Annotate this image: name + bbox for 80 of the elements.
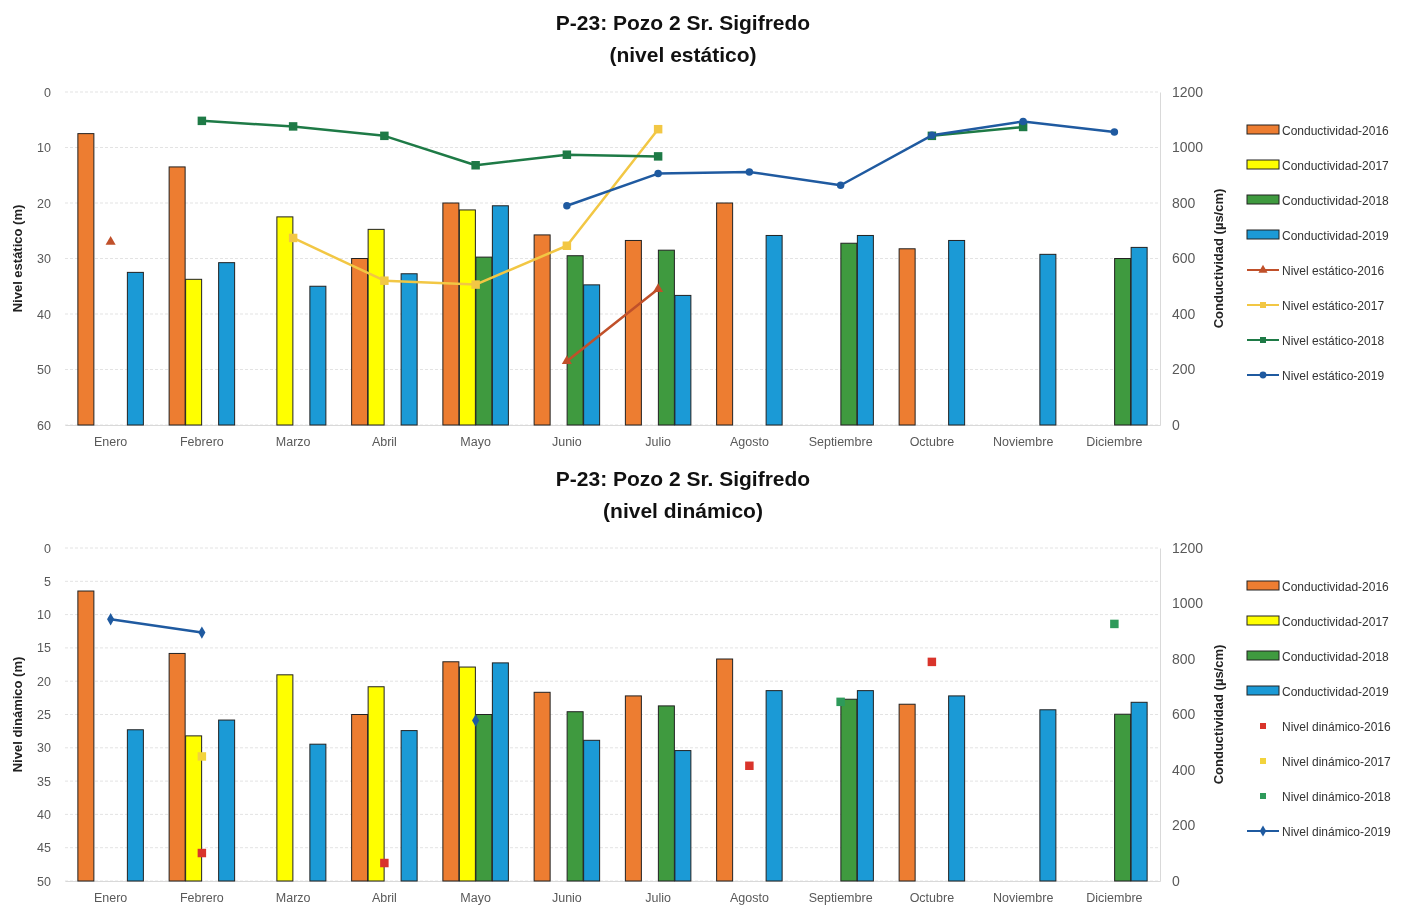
x-tick-label: Febrero [179, 434, 224, 449]
chart-title: P-23: Pozo 2 Sr. Sigifredo [555, 467, 811, 490]
chart-subtitle: (nivel estático) [609, 43, 757, 66]
legend-label: Nivel estático-2017 [1282, 298, 1385, 313]
x-tick-label: Julio [645, 434, 672, 449]
x-tick-label: Septiembre [808, 434, 873, 449]
y2-tick-label: 200 [1172, 361, 1196, 378]
x-tick-label: Mayo [460, 434, 491, 449]
y-tick-label: 60 [37, 418, 52, 433]
y2-tick-label: 800 [1172, 194, 1196, 211]
legend-label: Nivel estático-2016 [1282, 263, 1385, 278]
legend-label: Conductividad-2016 [1282, 123, 1390, 138]
y-axis-title: Nivel dinámico (m) [10, 656, 25, 773]
chart-subtitle: (nivel dinámico) [603, 499, 763, 522]
y-tick-label: 50 [37, 874, 52, 889]
y2-tick-label: 0 [1172, 872, 1180, 889]
x-tick-label: Abril [371, 434, 397, 449]
y-tick-label: 25 [37, 708, 52, 722]
y-tick-label: 20 [37, 674, 52, 689]
y2-tick-label: 400 [1172, 305, 1196, 322]
legend-label: Nivel dinámico-2017 [1282, 754, 1392, 769]
x-tick-label: Enero [93, 890, 128, 905]
y-tick-label: 40 [37, 807, 52, 822]
y-tick-label: 15 [37, 641, 52, 656]
x-tick-label: Mayo [460, 890, 491, 905]
y2-tick-label: 600 [1172, 706, 1196, 723]
y-tick-label: 10 [37, 141, 52, 155]
x-tick-label: Junio [551, 434, 582, 449]
y2-tick-label: 600 [1172, 250, 1196, 267]
y-tick-label: 30 [37, 741, 52, 756]
y2-tick-label: 1000 [1172, 595, 1204, 612]
x-tick-label: Marzo [275, 434, 311, 449]
y-tick-label: 50 [37, 363, 52, 377]
y-tick-label: 45 [37, 841, 52, 856]
y2-tick-label: 1000 [1172, 139, 1204, 156]
y-tick-label: 30 [37, 252, 52, 266]
legend-label: Conductividad-2017 [1282, 158, 1390, 173]
legend-label: Conductividad-2019 [1282, 684, 1390, 699]
y2-tick-label: 1200 [1172, 539, 1204, 556]
x-tick-label: Noviembre [992, 434, 1054, 449]
y-axis-title: Nivel estático (m) [10, 204, 25, 313]
x-tick-label: Marzo [275, 890, 311, 905]
legend-label: Conductividad-2017 [1282, 614, 1390, 629]
x-tick-label: Octubre [909, 890, 955, 905]
y2-tick-label: 400 [1172, 761, 1196, 778]
x-tick-label: Febrero [179, 890, 224, 905]
y-tick-label: 40 [37, 307, 52, 322]
x-tick-label: Diciembre [1086, 890, 1143, 905]
x-tick-label: Noviembre [992, 890, 1054, 905]
x-tick-label: Septiembre [808, 890, 873, 905]
legend-label: Nivel dinámico-2018 [1282, 789, 1392, 804]
x-tick-label: Abril [371, 890, 397, 905]
y-tick-label: 0 [44, 85, 52, 100]
legend-label: Conductividad-2019 [1282, 228, 1390, 243]
chart-title: P-23: Pozo 2 Sr. Sigifredo [555, 11, 811, 34]
legend-label: Nivel estático-2019 [1282, 368, 1385, 383]
y-tick-label: 10 [37, 608, 52, 623]
x-tick-label: Agosto [729, 890, 769, 905]
legend-label: Nivel estático-2018 [1282, 333, 1385, 348]
x-tick-label: Octubre [909, 434, 955, 449]
y2-tick-label: 0 [1172, 416, 1180, 433]
x-tick-label: Diciembre [1086, 434, 1143, 449]
y2-axis-title: Conductividad (µs/cm) [1211, 644, 1226, 785]
y2-axis-title: Conductividad (µs/cm) [1211, 188, 1226, 329]
legend-label: Conductividad-2016 [1282, 579, 1390, 594]
legend-label: Nivel dinámico-2016 [1282, 719, 1392, 734]
y-tick-label: 20 [37, 196, 52, 211]
x-tick-label: Enero [93, 434, 128, 449]
y2-tick-label: 800 [1172, 650, 1196, 667]
x-tick-label: Julio [645, 890, 672, 905]
y-tick-label: 35 [37, 774, 52, 789]
legend-label: Conductividad-2018 [1282, 193, 1390, 208]
x-tick-label: Junio [551, 890, 582, 905]
x-tick-label: Agosto [729, 434, 769, 449]
y2-tick-label: 1200 [1172, 83, 1204, 100]
y-tick-label: 0 [44, 541, 52, 556]
legend-label: Conductividad-2018 [1282, 649, 1390, 664]
y2-tick-label: 200 [1172, 817, 1196, 834]
y-tick-label: 5 [44, 574, 52, 589]
legend-label: Nivel dinámico-2019 [1282, 824, 1392, 839]
